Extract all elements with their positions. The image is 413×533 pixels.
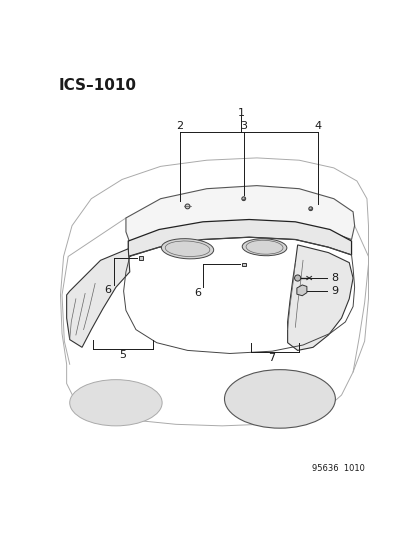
- Circle shape: [308, 207, 312, 211]
- Text: 6: 6: [104, 285, 112, 295]
- Polygon shape: [296, 285, 306, 296]
- Text: 3: 3: [240, 120, 247, 131]
- Circle shape: [185, 204, 190, 209]
- Polygon shape: [126, 185, 354, 243]
- Bar: [241, 263, 245, 265]
- Text: 95636  1010: 95636 1010: [311, 464, 364, 473]
- Ellipse shape: [224, 370, 335, 428]
- Ellipse shape: [242, 239, 286, 256]
- Bar: [139, 256, 143, 260]
- Circle shape: [294, 275, 300, 281]
- Text: 5: 5: [119, 350, 126, 360]
- Text: 1: 1: [237, 108, 244, 118]
- Ellipse shape: [69, 379, 162, 426]
- Text: ICS–1010: ICS–1010: [59, 78, 137, 93]
- Text: 7: 7: [267, 353, 274, 363]
- Circle shape: [241, 197, 245, 200]
- Text: 4: 4: [314, 120, 321, 131]
- Polygon shape: [69, 255, 126, 340]
- Text: 2: 2: [176, 120, 183, 131]
- Polygon shape: [60, 158, 368, 426]
- Text: 6: 6: [194, 288, 201, 298]
- Polygon shape: [287, 245, 352, 350]
- Polygon shape: [66, 249, 129, 348]
- Text: 8: 8: [331, 273, 338, 283]
- Text: 9: 9: [331, 286, 338, 296]
- Ellipse shape: [161, 239, 213, 259]
- Polygon shape: [128, 220, 351, 256]
